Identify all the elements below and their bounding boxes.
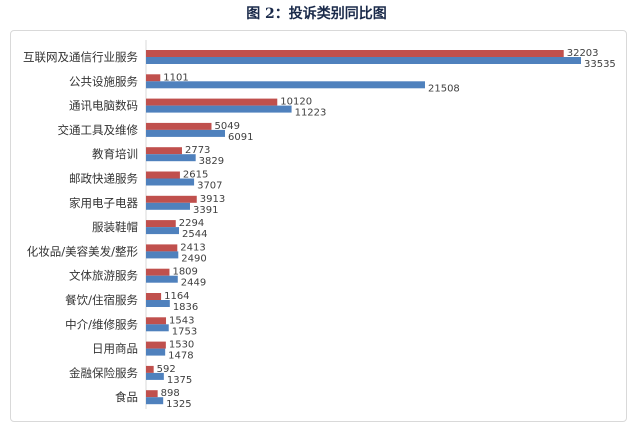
data-label: 3391 [193, 205, 218, 216]
category-label: 邮政快递服务 [69, 172, 138, 186]
data-label: 1836 [173, 302, 198, 313]
bar-series1 [146, 293, 162, 300]
data-label: 1375 [167, 375, 192, 386]
data-label: 32203 [567, 48, 599, 59]
bar-series1 [146, 220, 176, 228]
data-label: 3913 [200, 194, 225, 205]
bar-series1 [146, 50, 564, 57]
data-label: 3707 [197, 181, 222, 192]
category-label: 互联网及通信行业服务 [23, 50, 138, 64]
bar-series2 [146, 300, 170, 307]
bar-series1 [146, 171, 180, 179]
category-label: 文体旅游服务 [69, 269, 138, 283]
data-label: 2449 [181, 278, 206, 289]
category-label: 化妆品/美容美发/整形 [27, 244, 139, 258]
data-label: 1530 [169, 340, 194, 351]
data-label: 1809 [172, 267, 197, 278]
bar-series1 [146, 98, 278, 106]
data-label: 592 [157, 364, 176, 375]
data-label: 21508 [428, 83, 460, 94]
category-label: 金融保险服务 [69, 366, 138, 380]
data-label: 1325 [166, 399, 191, 409]
bar-series1 [146, 341, 166, 349]
bar-series2 [146, 202, 190, 210]
bar-series2 [146, 129, 226, 137]
data-label: 5049 [214, 121, 239, 132]
data-label: 2490 [181, 253, 206, 264]
data-label: 10120 [280, 97, 312, 108]
bar-series2 [146, 275, 178, 283]
bar-series1 [146, 268, 170, 276]
category-label: 食品 [115, 390, 138, 404]
bar-series2 [146, 397, 164, 405]
category-label: 通讯电脑数码 [69, 99, 138, 113]
data-label: 33535 [584, 59, 616, 70]
bar-series1 [146, 390, 158, 398]
bar-series1 [146, 74, 161, 82]
bar-series1 [146, 147, 182, 155]
bar-series2 [146, 105, 292, 113]
data-label: 1101 [163, 72, 188, 83]
category-label: 餐饮/住宿服务 [65, 293, 138, 307]
data-label: 898 [161, 388, 180, 399]
bar-series2 [146, 251, 179, 259]
category-label: 中介/维修服务 [65, 317, 138, 331]
bar-series2 [146, 81, 425, 89]
chart-title: 图 2：投诉类别同比图 [246, 6, 387, 22]
bar-series2 [146, 227, 179, 235]
data-label: 2413 [180, 242, 205, 253]
data-label: 11223 [295, 108, 327, 119]
bar-series2 [146, 348, 166, 356]
data-label: 2544 [182, 229, 207, 240]
data-label: 1543 [169, 315, 194, 326]
category-label: 服装鞋帽 [92, 220, 138, 234]
data-label: 1164 [164, 291, 189, 302]
bar-series1 [146, 244, 178, 252]
bar-series2 [146, 57, 581, 64]
category-label: 家用电子电器 [69, 196, 138, 210]
category-label: 教育培训 [92, 147, 138, 161]
data-label: 2615 [183, 170, 208, 181]
category-label: 交通工具及维修 [58, 123, 139, 137]
data-label: 6091 [228, 132, 253, 143]
bar-series2 [146, 178, 195, 186]
data-label: 3829 [199, 156, 224, 167]
bar-series1 [146, 122, 212, 130]
data-label: 2773 [185, 145, 210, 156]
data-label: 2294 [179, 218, 204, 229]
bar-series2 [146, 154, 196, 162]
category-label: 日用商品 [92, 342, 138, 356]
category-label: 公共设施服务 [69, 74, 138, 88]
data-label: 1478 [168, 351, 193, 362]
bar-series1 [146, 317, 167, 325]
bar-series2 [146, 324, 169, 332]
bar-series1 [146, 195, 197, 203]
data-label: 1753 [172, 326, 197, 337]
bar-series2 [146, 372, 164, 380]
bar-series1 [146, 365, 154, 373]
